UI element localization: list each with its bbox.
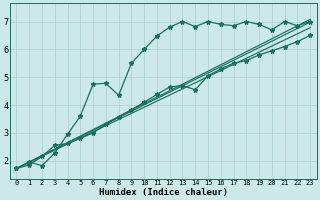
X-axis label: Humidex (Indice chaleur): Humidex (Indice chaleur) [99, 188, 228, 197]
